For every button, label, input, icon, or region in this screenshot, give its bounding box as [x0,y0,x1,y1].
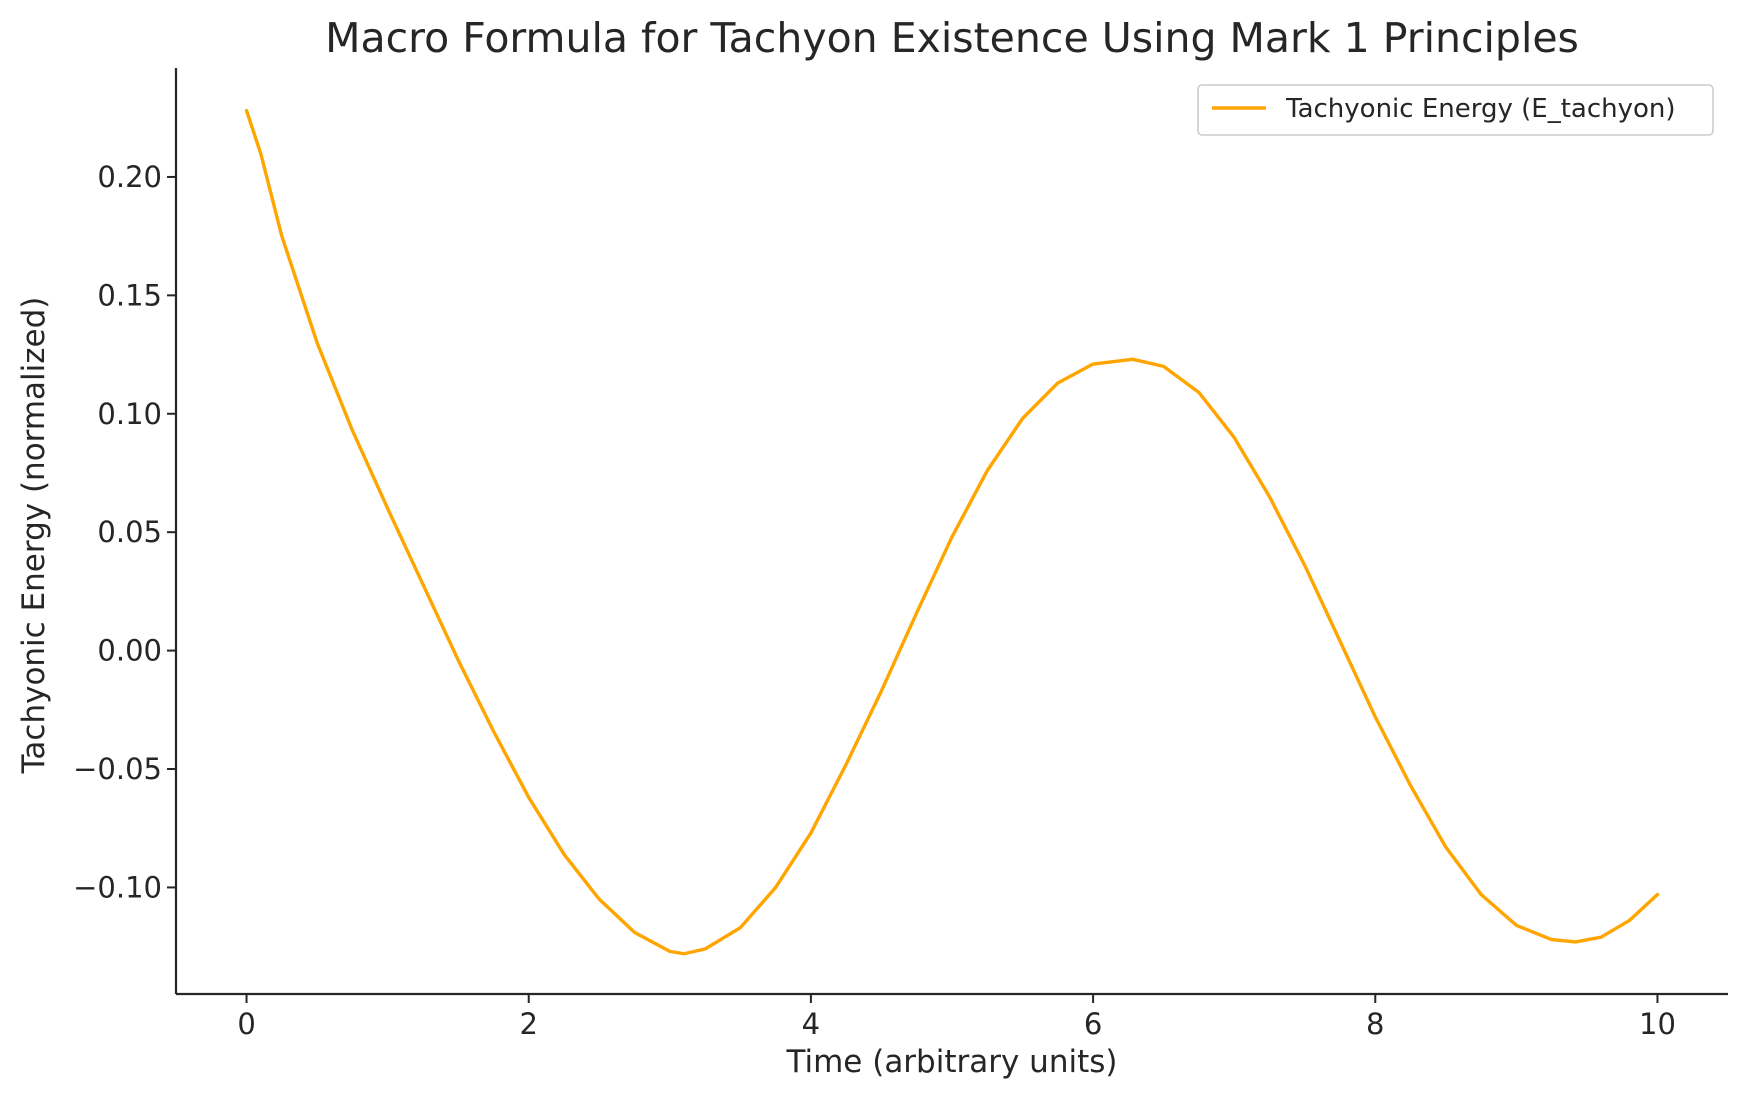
y-tick-label: −0.05 [73,752,162,786]
x-tick-label: 2 [520,1007,538,1041]
y-tick-label: 0.20 [97,160,162,194]
y-tick-label: 0.05 [97,515,162,549]
y-tick-label: 0.15 [97,278,162,312]
legend: Tachyonic Energy (E_tachyon) [1197,84,1714,136]
x-tick-label: 4 [802,1007,820,1041]
y-axis-ticks: −0.10 −0.05 0.00 0.05 0.10 0.15 0.20 [73,160,176,904]
series-line [244,108,1660,956]
x-axis-ticks: 0 2 4 6 8 10 [237,994,1676,1041]
x-tick-label: 8 [1366,1007,1384,1041]
legend-label: Tachyonic Energy (E_tachyon) [1285,94,1676,124]
y-axis-label: Tachyonic Energy (normalized) [16,297,52,775]
y-tick-label: 0.10 [97,397,162,431]
x-tick-label: 0 [237,1007,255,1041]
y-tick-label: −0.10 [73,870,162,904]
legend-frame [1197,84,1714,136]
x-axis-label: Time (arbitrary units) [786,1044,1118,1080]
chart-title: Macro Formula for Tachyon Existence Usin… [325,14,1579,62]
x-tick-label: 10 [1639,1007,1676,1041]
series-layer [244,108,1660,956]
y-tick-label: 0.00 [97,634,162,668]
x-tick-label: 6 [1084,1007,1102,1041]
